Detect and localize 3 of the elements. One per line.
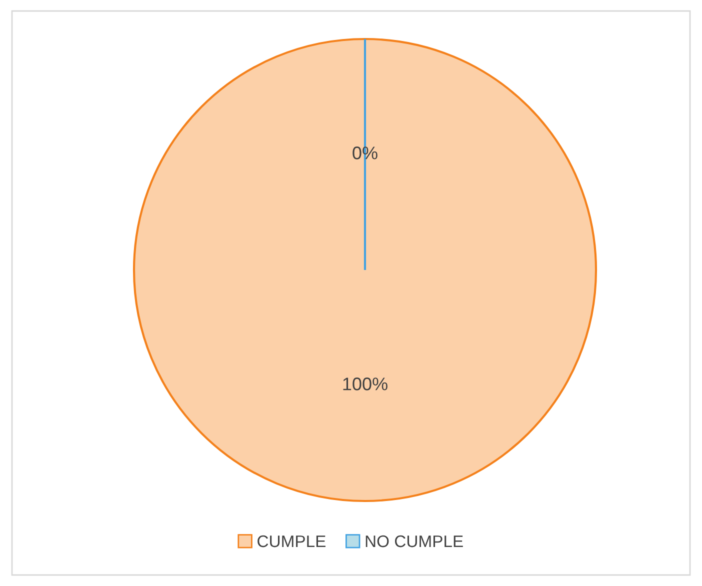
legend-label: NO CUMPLE <box>366 535 463 548</box>
data-label: 100% <box>343 378 388 390</box>
legend-label: CUMPLE <box>258 535 326 548</box>
